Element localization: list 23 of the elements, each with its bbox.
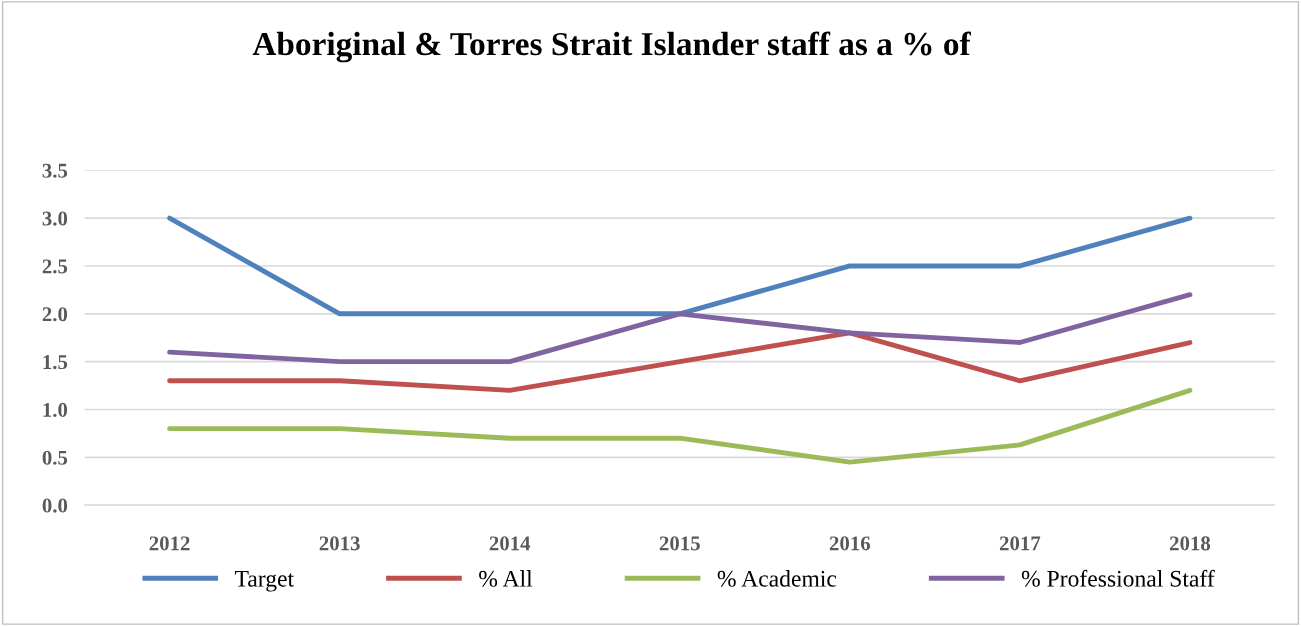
x-tick-label: 2018 (1169, 536, 1211, 551)
legend-label: % Academic (717, 570, 837, 587)
y-tick-label: 0.0 (42, 498, 68, 513)
line-series (167, 292, 1193, 365)
y-tick-label: 3.0 (42, 211, 68, 226)
legend-label: % All (479, 570, 533, 587)
x-tick-label: 2017 (999, 536, 1041, 551)
y-tick-label: 2.0 (42, 307, 68, 322)
x-tick-label: 2016 (829, 536, 871, 551)
y-tick-label: 3.5 (42, 163, 68, 178)
chart-title: Aboriginal & Torres Strait Islander staff as a % of (252, 31, 971, 63)
y-tick-label: 0.5 (42, 450, 68, 465)
y-tick-label: 2.5 (42, 259, 68, 274)
x-tick-label: 2015 (659, 536, 700, 551)
legend-label: Target (234, 571, 294, 592)
x-tick-label: 2013 (319, 536, 360, 551)
y-tick-label: 1.5 (43, 355, 68, 370)
y-tick-label: 1.0 (43, 402, 68, 418)
x-tick-label: 2014 (489, 536, 531, 551)
line-series (167, 387, 1193, 465)
legend-label: % Professional Staff (1021, 569, 1215, 587)
x-tick-label: 2012 (149, 536, 190, 551)
line-series (167, 330, 1193, 393)
